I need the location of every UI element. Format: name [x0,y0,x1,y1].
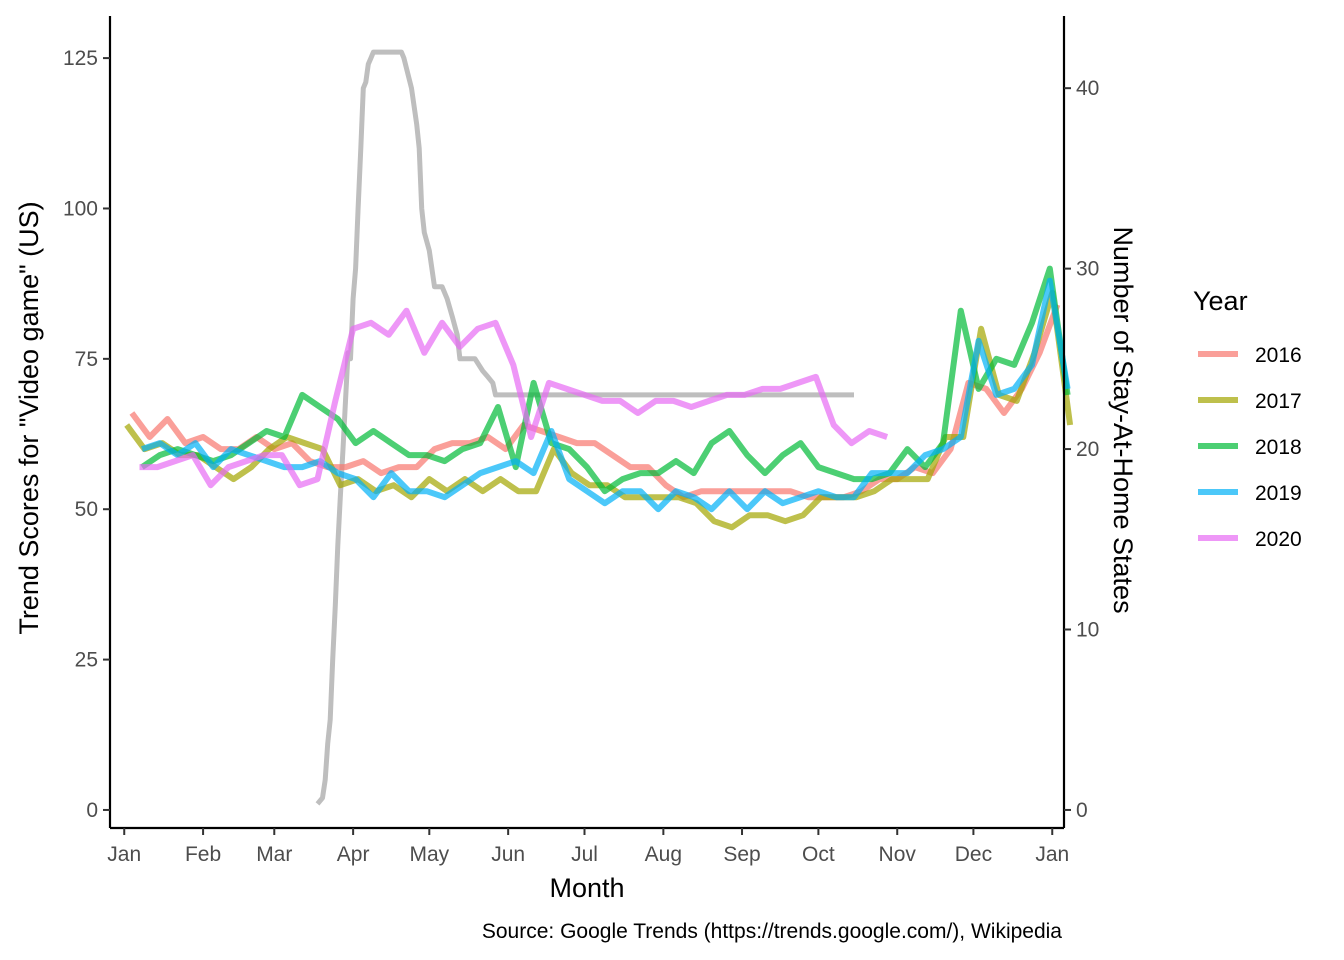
legend-item-2016: 2016 [1198,344,1302,367]
x-tick-label: Apr [337,843,370,866]
x-tick-label: May [409,843,449,866]
y2-axis-title: Number of Stay-At-Home States [1108,226,1138,613]
x-tick-label: Aug [645,843,682,866]
x-tick-label: Feb [185,843,221,866]
series-line-2020 [139,307,889,489]
legend-label: 2017 [1255,390,1302,413]
y2-tick-label: 0 [1076,799,1088,822]
legend-item-2019: 2019 [1198,482,1302,505]
legend-item-2017: 2017 [1198,390,1302,413]
x-tick-label: Jan [1035,843,1069,866]
y2-tick-label: 30 [1076,258,1099,281]
x-tick-label: Oct [802,843,835,866]
y-tick-label: 25 [75,649,98,672]
x-tick-label: Jun [491,843,525,866]
series-line-2019 [141,277,1071,513]
legend-label: 2019 [1255,482,1302,505]
stay-at-home-line [315,49,854,806]
legend-label: 2020 [1255,528,1302,551]
x-tick-label: Sep [723,843,760,866]
x-tick-label: Jul [571,843,598,866]
source-caption: Source: Google Trends (https://trends.go… [482,920,1062,943]
legend-item-2020: 2020 [1198,528,1302,551]
legend-title: Year [1193,286,1248,316]
x-tick-label: Dec [955,843,992,866]
y-tick-label: 0 [86,799,98,822]
series-line-2018 [140,265,1071,495]
series-lines [124,49,1074,806]
y-axis-title: Trend Scores for "Video game" (US) [14,201,44,634]
x-axis-title: Month [549,873,624,903]
x-tick-label: Jan [107,843,141,866]
x-tick-label: Nov [879,843,917,866]
y2-tick-label: 40 [1076,77,1099,100]
legend-items: 2016 2017 2018 2019 2020 [1198,344,1302,551]
x-tick-label: Mar [256,843,292,866]
axes: 0 25 50 75 100 125 0 10 20 30 40 Jan Feb Mar Apr May Jun… [63,16,1099,866]
series-line-2017 [124,289,1074,531]
legend-label: 2016 [1255,344,1302,367]
y-tick-label: 100 [63,197,98,220]
y-tick-label: 75 [75,348,98,371]
legend-item-2018: 2018 [1198,436,1302,459]
legend-label: 2018 [1255,436,1302,459]
y-tick-label: 50 [75,498,98,521]
y2-tick-label: 20 [1076,438,1099,461]
y-tick-label: 125 [63,47,98,70]
y2-tick-label: 10 [1076,619,1099,642]
legend: Year 2016 2017 2018 2019 2020 [1193,286,1302,551]
